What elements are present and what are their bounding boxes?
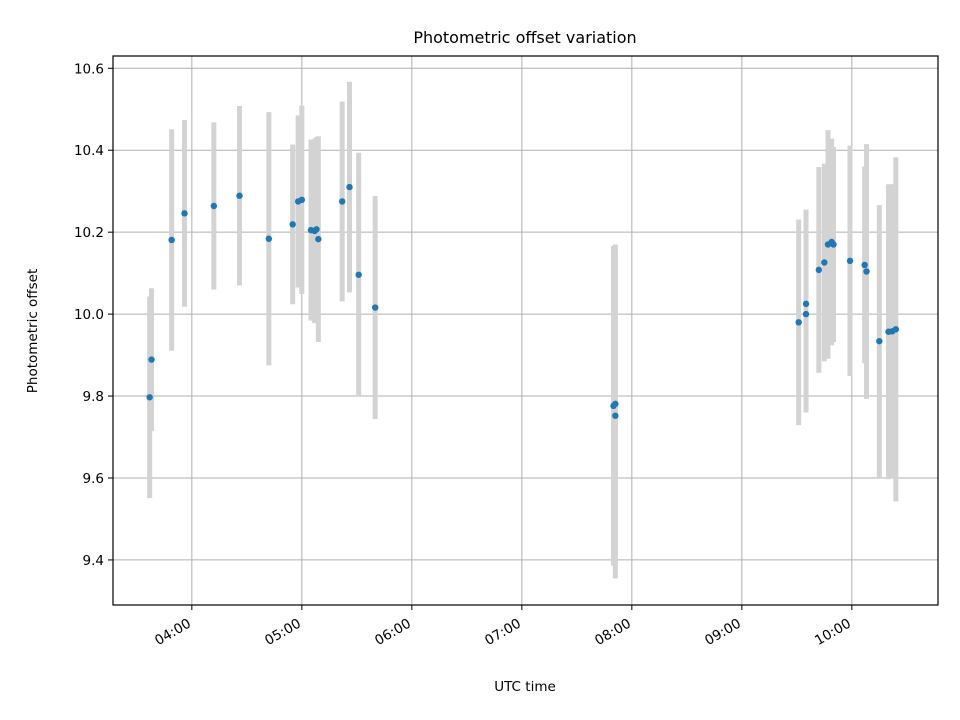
data-point [861,261,868,269]
data-point [315,235,322,243]
y-tick-label: 10.2 [74,225,104,241]
y-tick-label: 10.0 [74,307,104,323]
data-point [338,198,346,205]
data-point [265,235,273,242]
data-point [830,241,837,248]
y-tick-label: 9.4 [83,553,104,569]
data-point [802,310,810,318]
y-tick-label: 10.6 [74,61,104,77]
data-point [148,356,155,363]
data-point [289,221,296,228]
data-point [876,337,883,345]
y-tick-label: 10.4 [74,143,104,159]
data-point [371,304,379,311]
data-point [846,257,854,265]
chart-title: Photometric offset variation [413,28,636,47]
data-point [298,196,306,204]
y-tick-label: 9.6 [83,471,104,487]
data-point [236,192,243,199]
data-points [146,183,900,419]
data-point [612,412,619,419]
data-point [355,271,362,278]
data-point [892,326,900,333]
data-point [210,202,218,210]
data-point [795,319,802,326]
plot-frame [112,55,939,606]
data-point [802,300,810,308]
data-point [863,268,870,275]
data-point [313,226,320,233]
data-point [168,236,175,244]
grid [113,56,938,605]
y-axis-ticks: 9.4 9.6 9.8 10.0 10.2 10.4 10.6 [74,61,113,569]
data-point [815,266,823,274]
x-axis-label: UTC time [494,679,556,695]
y-tick-label: 9.8 [83,389,104,405]
data-point [146,394,153,401]
data-point [346,183,353,191]
data-point [181,210,188,217]
y-axis-label: Photometric offset [25,269,41,393]
data-point [821,259,828,266]
data-point [612,400,619,408]
